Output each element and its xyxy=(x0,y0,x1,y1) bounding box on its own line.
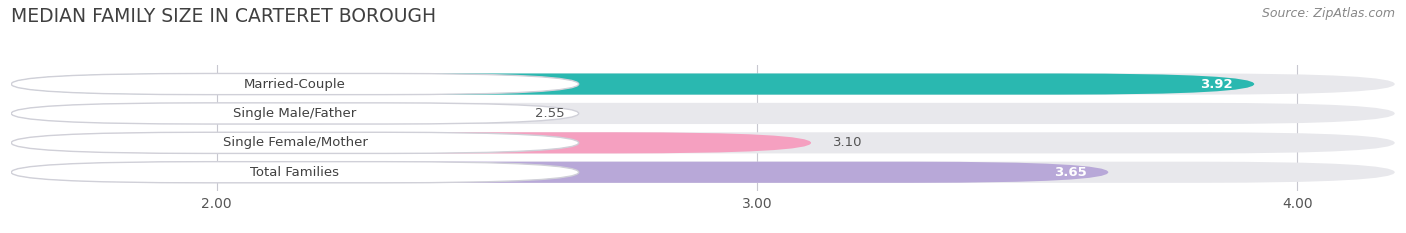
Text: Single Male/Father: Single Male/Father xyxy=(233,107,357,120)
FancyBboxPatch shape xyxy=(11,132,1395,154)
FancyBboxPatch shape xyxy=(11,73,1395,95)
FancyBboxPatch shape xyxy=(11,73,579,95)
FancyBboxPatch shape xyxy=(11,132,811,154)
Text: Single Female/Mother: Single Female/Mother xyxy=(222,136,367,149)
Text: 3.65: 3.65 xyxy=(1054,166,1087,179)
FancyBboxPatch shape xyxy=(11,162,1395,183)
Text: Total Families: Total Families xyxy=(250,166,339,179)
FancyBboxPatch shape xyxy=(11,132,579,154)
FancyBboxPatch shape xyxy=(11,103,513,124)
FancyBboxPatch shape xyxy=(11,73,1254,95)
Text: 3.92: 3.92 xyxy=(1199,78,1233,91)
FancyBboxPatch shape xyxy=(11,103,1395,124)
Text: 2.55: 2.55 xyxy=(536,107,565,120)
Text: Source: ZipAtlas.com: Source: ZipAtlas.com xyxy=(1261,7,1395,20)
FancyBboxPatch shape xyxy=(11,162,1108,183)
Text: Married-Couple: Married-Couple xyxy=(245,78,346,91)
Text: MEDIAN FAMILY SIZE IN CARTERET BOROUGH: MEDIAN FAMILY SIZE IN CARTERET BOROUGH xyxy=(11,7,436,26)
Text: 3.10: 3.10 xyxy=(832,136,862,149)
FancyBboxPatch shape xyxy=(11,162,579,183)
FancyBboxPatch shape xyxy=(11,103,579,124)
